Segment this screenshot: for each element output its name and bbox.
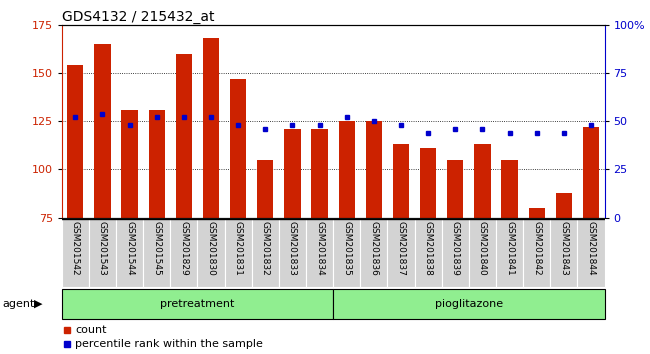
Text: GSM201543: GSM201543 [98, 222, 107, 276]
Bar [528, 208, 545, 354]
Bar [474, 144, 491, 354]
Bar [469, 219, 496, 287]
Bar [496, 219, 523, 287]
Bar [556, 193, 572, 354]
Bar [122, 110, 138, 354]
Bar [387, 219, 415, 287]
Text: GSM201831: GSM201831 [233, 222, 242, 276]
Bar [577, 219, 605, 287]
Bar [225, 219, 252, 287]
Text: GSM201837: GSM201837 [396, 222, 406, 276]
Bar [415, 219, 442, 287]
Bar [116, 219, 143, 287]
Text: GSM201843: GSM201843 [559, 222, 568, 276]
Bar [442, 219, 469, 287]
Bar [360, 219, 387, 287]
Text: GSM201834: GSM201834 [315, 222, 324, 276]
Bar [62, 219, 89, 287]
Bar [170, 219, 198, 287]
Bar [203, 38, 219, 354]
Bar [94, 44, 111, 354]
Bar [176, 54, 192, 354]
Text: GSM201842: GSM201842 [532, 222, 541, 276]
Text: GSM201840: GSM201840 [478, 222, 487, 276]
Bar [339, 121, 355, 354]
Bar [523, 219, 551, 287]
Text: GSM201833: GSM201833 [288, 222, 297, 276]
Bar [252, 219, 279, 287]
Bar [279, 219, 306, 287]
Text: GSM201838: GSM201838 [424, 222, 433, 276]
Text: ▶: ▶ [34, 298, 42, 309]
Text: GSM201839: GSM201839 [450, 222, 460, 276]
Bar [311, 129, 328, 354]
Text: GSM201832: GSM201832 [261, 222, 270, 276]
Bar [62, 289, 333, 319]
Text: GSM201542: GSM201542 [71, 222, 80, 276]
Text: percentile rank within the sample: percentile rank within the sample [75, 339, 263, 349]
Bar [550, 219, 577, 287]
Bar [89, 219, 116, 287]
Bar [393, 144, 409, 354]
Text: GSM201544: GSM201544 [125, 222, 134, 276]
Text: GDS4132 / 215432_at: GDS4132 / 215432_at [62, 10, 214, 24]
Bar [501, 160, 517, 354]
Bar [333, 289, 604, 319]
Bar [333, 219, 360, 287]
Bar [149, 110, 165, 354]
Bar [230, 79, 246, 354]
Text: GSM201545: GSM201545 [152, 222, 161, 276]
Bar [583, 127, 599, 354]
Bar [284, 129, 300, 354]
Bar [366, 121, 382, 354]
Text: GSM201830: GSM201830 [207, 222, 216, 276]
Text: GSM201829: GSM201829 [179, 222, 188, 276]
Bar [447, 160, 463, 354]
Text: GSM201841: GSM201841 [505, 222, 514, 276]
Text: GSM201844: GSM201844 [586, 222, 595, 276]
Text: count: count [75, 325, 107, 335]
Bar [67, 65, 83, 354]
Text: GSM201835: GSM201835 [342, 222, 351, 276]
Bar [198, 219, 225, 287]
Bar [257, 160, 274, 354]
Bar [306, 219, 333, 287]
Bar [143, 219, 170, 287]
Text: GSM201836: GSM201836 [369, 222, 378, 276]
Text: pretreatment: pretreatment [161, 298, 235, 309]
Text: pioglitazone: pioglitazone [435, 298, 503, 309]
Bar [420, 148, 436, 354]
Text: agent: agent [2, 298, 34, 309]
